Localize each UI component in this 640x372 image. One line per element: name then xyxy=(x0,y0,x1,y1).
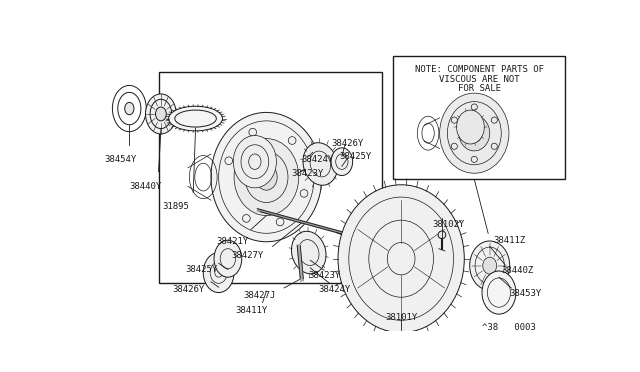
Text: 38411Z: 38411Z xyxy=(493,235,526,245)
Ellipse shape xyxy=(291,231,326,274)
Ellipse shape xyxy=(234,135,276,188)
Ellipse shape xyxy=(204,253,234,293)
Ellipse shape xyxy=(234,139,299,216)
Text: 38440Y: 38440Y xyxy=(129,182,161,191)
Text: 38426Y: 38426Y xyxy=(332,139,364,148)
Text: 38427J: 38427J xyxy=(243,291,276,300)
Text: FOR SALE: FOR SALE xyxy=(458,84,501,93)
Ellipse shape xyxy=(255,164,277,190)
Text: 38421Y: 38421Y xyxy=(216,237,248,246)
Text: NOTE: COMPONENT PARTS OF: NOTE: COMPONENT PARTS OF xyxy=(415,65,544,74)
Ellipse shape xyxy=(459,115,490,151)
Ellipse shape xyxy=(338,185,464,333)
Text: 38411Y: 38411Y xyxy=(236,307,268,315)
Ellipse shape xyxy=(440,93,509,173)
Text: 38423Y: 38423Y xyxy=(291,169,323,179)
Text: 38102Y: 38102Y xyxy=(432,220,464,229)
Text: 38423Y: 38423Y xyxy=(308,271,341,280)
Ellipse shape xyxy=(168,106,223,131)
Ellipse shape xyxy=(331,148,353,176)
Text: 38425Y: 38425Y xyxy=(186,265,218,274)
Ellipse shape xyxy=(470,241,509,290)
Text: 38426Y: 38426Y xyxy=(172,285,205,294)
Ellipse shape xyxy=(125,102,134,115)
Text: 38427Y: 38427Y xyxy=(232,251,264,260)
Bar xyxy=(394,56,565,179)
Text: 31895: 31895 xyxy=(163,202,189,212)
Ellipse shape xyxy=(214,240,242,277)
Text: 38425Y: 38425Y xyxy=(340,153,372,161)
Ellipse shape xyxy=(482,271,516,314)
Ellipse shape xyxy=(145,94,176,134)
Text: 38453Y: 38453Y xyxy=(509,289,541,298)
Text: ^38   0003: ^38 0003 xyxy=(482,323,536,332)
Ellipse shape xyxy=(211,112,322,242)
Text: 38424Y: 38424Y xyxy=(319,285,351,294)
Text: 38101Y: 38101Y xyxy=(386,312,418,322)
Ellipse shape xyxy=(483,257,497,274)
Circle shape xyxy=(438,231,446,239)
Text: 38440Z: 38440Z xyxy=(501,266,534,275)
Text: 38424Y: 38424Y xyxy=(301,155,333,164)
Bar xyxy=(159,71,382,283)
Text: VISCOUS ARE NOT: VISCOUS ARE NOT xyxy=(439,75,520,84)
Ellipse shape xyxy=(156,107,166,121)
Text: 38454Y: 38454Y xyxy=(105,155,137,164)
Ellipse shape xyxy=(456,110,484,144)
Ellipse shape xyxy=(303,143,337,185)
